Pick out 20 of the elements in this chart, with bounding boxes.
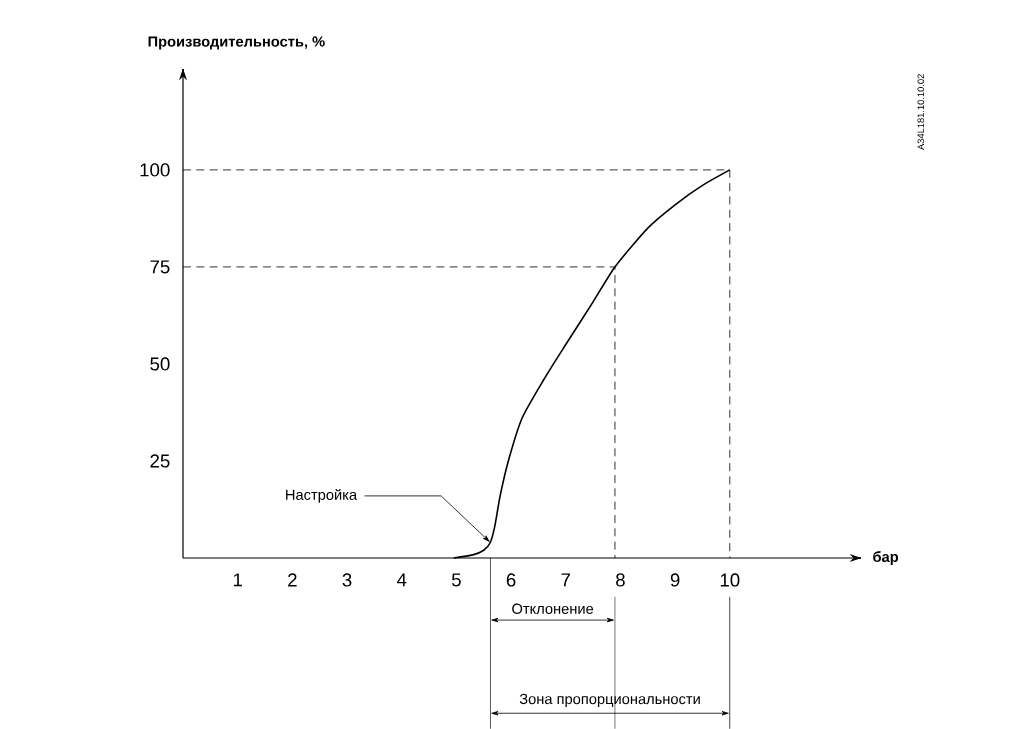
x-tick-label: 5 xyxy=(451,573,461,587)
x-tick-label: 1 xyxy=(233,573,242,587)
x-tick-label: 4 xyxy=(396,573,407,587)
x-tick-label: 10 xyxy=(720,573,740,587)
x-tick-label: 3 xyxy=(342,573,352,587)
text: Отклонение xyxy=(512,603,594,614)
text: A34L181.10.10.02 xyxy=(917,74,925,150)
x-tick-label: 7 xyxy=(561,573,571,587)
y-axis-title: Производительность, % xyxy=(148,36,325,50)
text: Зона пропорциональности xyxy=(519,693,700,707)
x-tick-label: 2 xyxy=(288,573,297,587)
x-axis-title: бар xyxy=(873,551,899,565)
x-tick-label: 9 xyxy=(670,573,680,587)
x-tick-label: 8 xyxy=(616,573,625,587)
y-tick-label: 50 xyxy=(150,357,170,371)
annotation: Настройка xyxy=(286,488,358,503)
x-tick-label: 6 xyxy=(506,573,516,587)
y-tick-label: 100 xyxy=(140,163,170,177)
y-tick-label: 25 xyxy=(150,454,170,468)
y-tick-label: 75 xyxy=(150,260,170,274)
